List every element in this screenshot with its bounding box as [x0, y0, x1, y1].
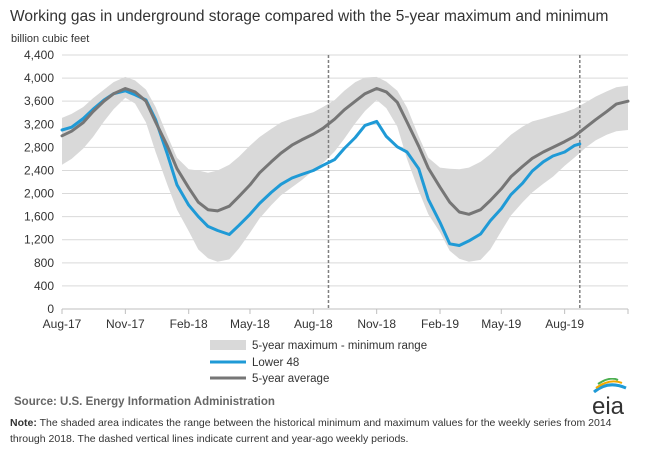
chart-title: Working gas in underground storage compa…: [10, 8, 608, 25]
y-tick-label: 2,800: [24, 140, 54, 154]
y-tick-label: 0: [47, 302, 54, 316]
x-tick-labels: Aug-17 Nov-17 Feb-18 May-18 Aug-18 Nov-18 Feb-…: [43, 309, 629, 331]
note-label: Note:: [10, 417, 37, 429]
y-tick-label: 3,200: [24, 117, 54, 131]
series-5-year-average-line: [60, 87, 630, 216]
note-text: Note: The shaded area indicates the rang…: [10, 415, 650, 447]
eia-logo: eia: [592, 378, 627, 418]
logo-swoosh-1: [593, 383, 627, 394]
y-tick-label: 1,600: [24, 210, 54, 224]
x-tick-label: Nov-17: [106, 317, 145, 331]
x-tick-label: Aug-19: [545, 317, 584, 331]
y-axis-label: billion cubic feet: [11, 33, 89, 45]
x-tick-label: Aug-18: [294, 317, 333, 331]
y-tick-label: 2,400: [24, 163, 54, 177]
y-tick-labels: 0 400 800 1,200 1,600 2,000 2,400 2,800 3,200 3,6…: [24, 48, 54, 316]
series-range-band: [62, 76, 628, 262]
y-tick-label: 2,000: [24, 187, 54, 201]
y-tick-label: 1,200: [24, 233, 54, 247]
x-tick-label: Nov-18: [357, 317, 396, 331]
logo-swoosh-2: [595, 380, 623, 389]
plot-area: [60, 55, 630, 309]
legend-label: 5-year maximum - minimum range: [252, 340, 427, 352]
logo-text: eia: [592, 393, 625, 418]
x-tick-label: Aug-17: [43, 317, 82, 331]
note-body: The shaded area indicates the range betw…: [10, 417, 612, 445]
legend-label: 5-year average: [252, 373, 329, 385]
legend-label: Lower 48: [252, 357, 299, 369]
logo-swoosh-3: [597, 378, 619, 385]
x-tick-label: May-18: [230, 317, 270, 331]
y-tick-label: 4,400: [24, 48, 54, 62]
source-text: Source: U.S. Energy Information Administ…: [14, 396, 275, 408]
y-tick-label: 3,600: [24, 94, 54, 108]
legend-swatch-range: [210, 340, 246, 350]
y-tick-label: 4,000: [24, 71, 54, 85]
y-tick-label: 400: [34, 279, 54, 293]
x-tick-label: May-19: [481, 317, 521, 331]
x-tick-label: Feb-18: [170, 317, 208, 331]
legend: 5-year maximum - minimum range Lower 48 5-…: [210, 340, 427, 385]
x-tick-label: Feb-19: [421, 317, 459, 331]
y-tick-label: 800: [34, 256, 54, 270]
